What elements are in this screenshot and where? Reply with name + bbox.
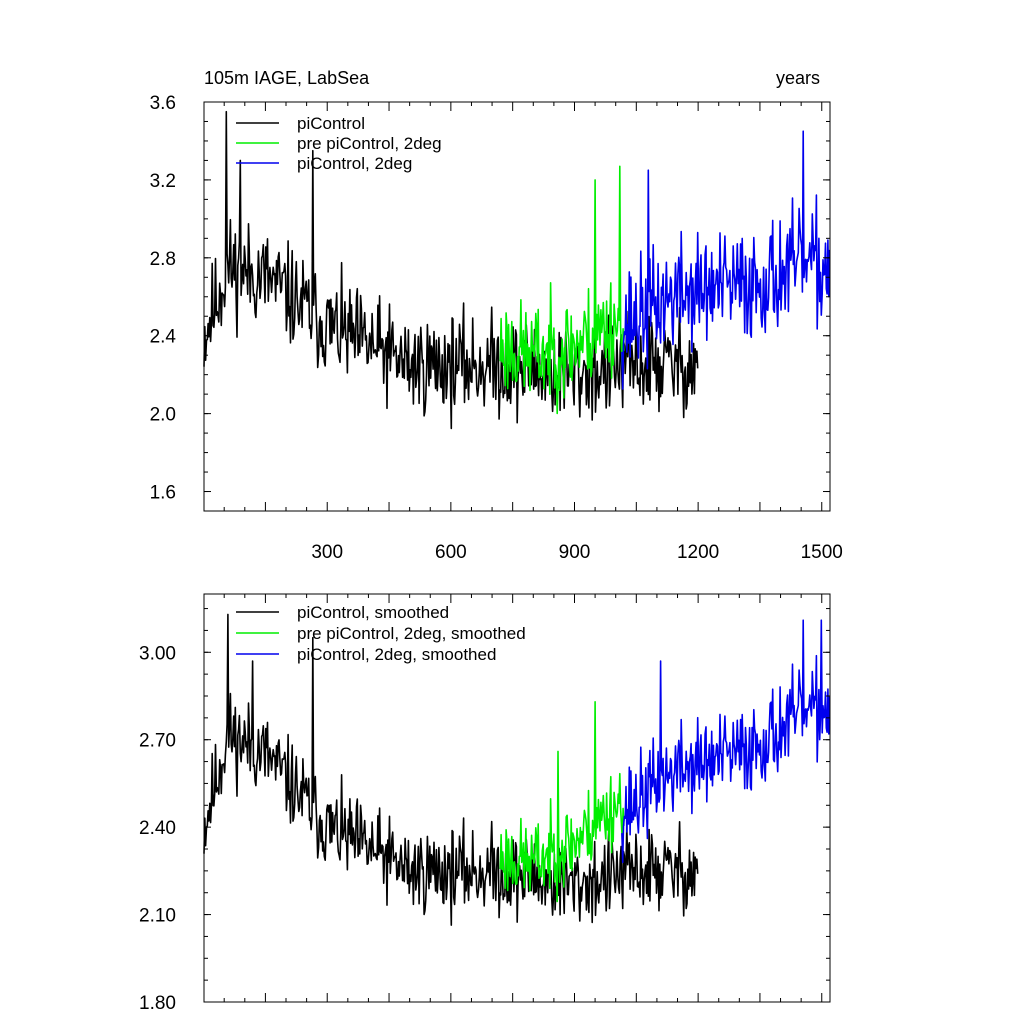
y-tick-label: 3.6 — [150, 93, 176, 114]
top-plot-frame — [203, 101, 831, 512]
legend-label: piControl, smoothed — [297, 603, 449, 622]
series-line-picontrol-smoothed — [203, 613, 699, 926]
series-line-picontrol-2deg — [621, 130, 831, 390]
y-tick-label: 2.70 — [139, 731, 176, 752]
legend-label: piControl, 2deg — [297, 154, 412, 173]
y-tick-label: 3.00 — [139, 643, 176, 664]
x-tick-label: 1200 — [677, 542, 719, 563]
legend-label: pre piControl, 2deg, smoothed — [297, 624, 526, 643]
y-tick-label: 2.8 — [150, 249, 176, 270]
top-title-right: years — [776, 68, 820, 88]
x-tick-label: 900 — [559, 542, 591, 563]
bottom-chart: 1.80 2.10 2.40 2.70 3.00 piControl, smoothed… — [139, 593, 831, 1014]
x-tick-label: 300 — [311, 542, 343, 563]
y-tick-label: 1.80 — [139, 993, 176, 1014]
y-tick-label: 2.40 — [139, 818, 176, 839]
legend-label: piControl — [297, 114, 365, 133]
bottom-plot-frame — [203, 593, 831, 1003]
x-tick-label: 600 — [435, 542, 467, 563]
series-line-pre-picontrol-2deg — [499, 165, 625, 415]
series-line-picontrol — [203, 110, 699, 430]
legend-label: pre piControl, 2deg — [297, 134, 442, 153]
series-line-pre-picontrol-2deg-smoothed — [499, 700, 625, 903]
x-tick-label: 1500 — [801, 542, 843, 563]
legend-label: piControl, 2deg, smoothed — [297, 645, 496, 664]
y-tick-label: 2.4 — [150, 327, 177, 348]
top-title-left: 105m IAGE, LabSea — [204, 68, 370, 88]
top-chart: 105m IAGE, LabSea years 1.6 2.0 2.4 2.8 3.2 3… — [150, 68, 843, 563]
y-tick-label: 2.10 — [139, 906, 176, 927]
y-tick-label: 1.6 — [150, 483, 176, 504]
y-tick-label: 2.0 — [150, 405, 176, 426]
series-line-picontrol-2deg-smoothed — [621, 619, 831, 864]
y-tick-label: 3.2 — [150, 171, 176, 192]
